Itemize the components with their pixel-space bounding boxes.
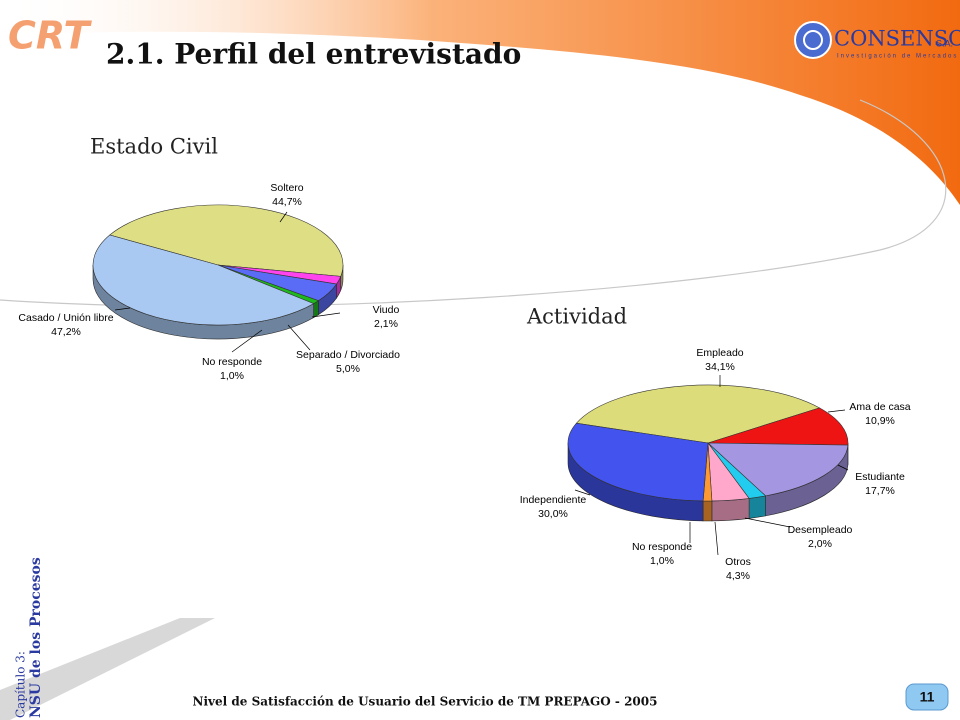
slice-side-shade — [711, 498, 750, 521]
corner-stripe — [0, 618, 215, 720]
company-name: CONSENSO — [834, 27, 960, 51]
slice-side-shade — [336, 276, 341, 299]
pie-slice — [707, 442, 849, 497]
slice-value-label: 17,7% — [865, 485, 895, 497]
logo-crt: CRT — [8, 14, 92, 58]
slice-side-shade — [313, 300, 319, 318]
slice-label: Desempleado — [788, 524, 853, 536]
pie-slice — [575, 384, 821, 444]
slice-label: Independiente — [520, 494, 587, 506]
slice-value-label: 4,3% — [726, 570, 750, 582]
slice-value-label: 2,0% — [808, 538, 832, 550]
slice-side-shade — [703, 500, 712, 522]
leader-line — [231, 329, 263, 353]
slice-label: Viudo — [373, 304, 400, 316]
chapter-label: Capítulo 3: — [14, 651, 28, 718]
slice-label: Separado / Divorciado — [296, 349, 400, 361]
slice-value-label: 30,0% — [538, 508, 568, 520]
slice-side-shade — [765, 445, 848, 516]
leader-line — [714, 521, 719, 556]
company-tagline: Investigación de Mercados — [837, 54, 958, 60]
leader-line — [311, 312, 341, 318]
slice-label: No responde — [632, 541, 692, 553]
slice-value-label: 1,0% — [220, 370, 244, 382]
leader-line — [574, 489, 591, 496]
slice-label: Casado / Unión libre — [18, 312, 113, 324]
leader-line — [837, 464, 849, 471]
pie-slice — [92, 234, 315, 326]
slice-label: Empleado — [696, 347, 743, 359]
slice-label: Estudiante — [855, 471, 905, 483]
pie-slice — [109, 204, 344, 277]
header-swoosh — [0, 0, 960, 205]
chart-title: Estado Civil — [90, 135, 218, 159]
slice-side-shade — [568, 443, 704, 521]
slice-value-label: 47,2% — [51, 326, 81, 338]
page-number: 11 — [920, 689, 935, 705]
slice-value-label: 2,1% — [374, 318, 398, 330]
slice-label: Soltero — [270, 182, 303, 194]
slice-side-shade — [749, 495, 766, 519]
pie-slice — [567, 422, 709, 502]
slice-side-shade — [93, 265, 314, 340]
slice-side-shade — [318, 284, 337, 315]
leader-line — [827, 409, 846, 413]
slice-value-label: 5,0% — [336, 363, 360, 375]
slice-value-label: 34,1% — [705, 361, 735, 373]
slice-label: Ama de casa — [849, 401, 910, 413]
slice-value-label: 44,7% — [272, 196, 302, 208]
company-suffix: S.A. — [936, 38, 953, 48]
pie-slice — [707, 407, 849, 446]
company-logo-icon — [803, 30, 823, 50]
slide-title: 2.1. Perfil del entrevistado — [106, 38, 521, 71]
page-badge — [905, 683, 949, 711]
slice-label: Otros — [725, 556, 751, 568]
leader-line — [287, 324, 311, 351]
footer-text: Nivel de Satisfacción de Usuario del Ser… — [193, 695, 658, 709]
leader-line — [744, 517, 791, 528]
leader-line — [279, 211, 288, 223]
slice-label: No responde — [202, 356, 262, 368]
company-logo-icon — [794, 21, 832, 59]
slice-value-label: 1,0% — [650, 555, 674, 567]
chart-title: Actividad — [526, 305, 627, 329]
leader-line — [114, 307, 131, 311]
slice-value-label: 10,9% — [865, 415, 895, 427]
section-label: NSU de los Procesos — [28, 557, 44, 718]
